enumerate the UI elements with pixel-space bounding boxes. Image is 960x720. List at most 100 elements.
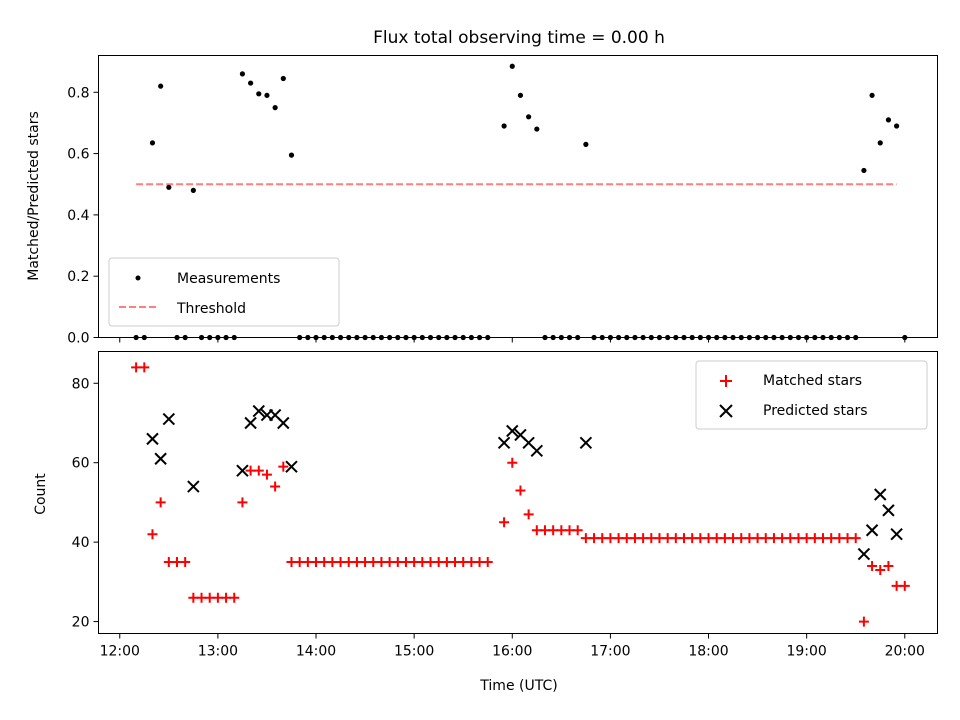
measurement-point — [280, 75, 286, 82]
predicted-star-point — [285, 460, 298, 473]
predicted-star-point — [579, 436, 593, 450]
predicted-star-point — [865, 524, 879, 537]
bottom-plot-marks — [131, 362, 910, 627]
matched-star-point — [523, 509, 534, 520]
bottom-y-tick-label: 60 — [72, 456, 90, 472]
chart-title: Flux total observing time = 0.00 h — [373, 28, 665, 48]
bottom-x-tick-label: 17:00 — [590, 644, 630, 660]
top-y-tick-label: 0.8 — [67, 85, 89, 101]
top-y-tick-label: 0.4 — [67, 208, 89, 224]
bottom-x-tick-label: 19:00 — [786, 644, 826, 660]
bottom-y-tick-label: 40 — [72, 535, 90, 551]
bottom-x-tick-label: 15:00 — [394, 644, 434, 660]
bottom-legend-box — [695, 360, 928, 430]
bottom-x-tick-label: 14:00 — [296, 644, 336, 660]
predicted-star-point — [874, 488, 887, 501]
bottom-x-tick-label: 16:00 — [492, 644, 532, 660]
bottom-x-tick-label: 20:00 — [885, 644, 925, 660]
measurement-point — [534, 126, 540, 132]
bottom-x-tick-label: 18:00 — [688, 644, 728, 660]
measurement-point — [239, 71, 246, 77]
matched-star-point — [180, 557, 191, 568]
measurement-point — [861, 167, 867, 174]
legend-predicted-label: Predicted stars — [763, 403, 868, 419]
measurement-point — [158, 83, 164, 89]
matched-star-point — [572, 525, 583, 536]
legend-predicted-marker — [719, 404, 733, 418]
measurement-point — [501, 123, 507, 129]
legend-matched-marker — [720, 375, 732, 387]
predicted-star-point — [497, 436, 511, 450]
measurement-point — [190, 187, 196, 193]
bottom-y-tick-label: 80 — [72, 376, 90, 392]
x-axis-label: Time (UTC) — [479, 678, 557, 694]
top-y-axis-label: Matched/Predicted stars — [26, 111, 42, 281]
legend-measurements-marker — [135, 275, 141, 281]
top-y-tick-label: 0.0 — [67, 331, 89, 347]
bottom-legend: Matched stars Predicted stars — [695, 360, 928, 430]
measurement-point — [256, 91, 262, 97]
matched-star-point — [139, 362, 150, 373]
legend-threshold-label: Threshold — [176, 301, 246, 317]
top-y-ticks: 0.0 0.2 0.4 0.6 0.8 — [67, 85, 99, 347]
top-legend-box — [108, 257, 340, 327]
measurement-point — [869, 92, 875, 98]
predicted-star-point — [154, 452, 167, 465]
measurement-point — [877, 140, 883, 146]
bottom-x-ticks: 12:00 13:00 14:00 15:00 16:00 17:00 18:00 19:00… — [100, 633, 925, 660]
legend-measurements-label: Measurements — [177, 271, 280, 287]
measurement-point — [894, 123, 900, 129]
matched-star-point — [261, 469, 272, 480]
measurement-point — [526, 114, 532, 120]
legend-matched-label: Matched stars — [763, 373, 862, 389]
matched-star-point — [270, 481, 281, 492]
bottom-y-axis-label: Count — [33, 473, 49, 515]
matched-star-point — [499, 517, 510, 528]
bottom-axes-frame — [98, 351, 938, 634]
matched-star-point — [515, 485, 526, 496]
predicted-star-point — [187, 480, 200, 493]
matched-star-point — [867, 560, 878, 571]
predicted-star-point — [244, 416, 257, 430]
measurement-point — [166, 184, 172, 190]
matched-star-point — [155, 497, 166, 508]
measurement-point — [149, 140, 156, 146]
top-panel: 0.00.20.40.60.8 Matched/Predicted stars … — [26, 55, 938, 347]
predicted-star-point — [252, 404, 265, 418]
matched-star-point — [253, 465, 264, 476]
predicted-star-point — [146, 432, 159, 446]
predicted-star-point — [882, 504, 895, 517]
matched-star-point — [482, 557, 493, 568]
predicted-star-point — [857, 547, 871, 561]
top-y-tick-label: 0.6 — [67, 147, 89, 163]
matched-star-point — [229, 592, 240, 603]
predicted-star-point — [530, 444, 544, 458]
predicted-star-point — [277, 416, 290, 430]
measurement-point — [509, 63, 515, 69]
predicted-star-point — [236, 464, 249, 477]
measurement-point — [517, 92, 524, 98]
bottom-x-tick-label: 12:00 — [100, 644, 140, 660]
matched-star-point — [883, 560, 894, 571]
bottom-y-tick-label: 20 — [72, 615, 90, 631]
top-x-ticks — [119, 337, 906, 343]
predicted-star-point — [890, 527, 903, 541]
matched-star-point — [875, 564, 886, 575]
measurement-point — [288, 152, 295, 158]
matched-star-point — [237, 497, 248, 508]
measurement-point — [583, 141, 589, 147]
predicted-star-point — [162, 412, 176, 426]
matched-star-point — [850, 533, 861, 544]
matched-star-point — [858, 616, 869, 627]
top-legend: Measurements Threshold — [108, 257, 340, 327]
matched-star-point — [278, 461, 289, 472]
predicted-star-point — [506, 424, 519, 438]
measurement-point — [247, 80, 254, 86]
matched-star-point — [507, 457, 518, 468]
measurement-point — [885, 117, 892, 123]
matched-star-point — [899, 580, 910, 591]
top-axes-frame — [98, 55, 938, 338]
